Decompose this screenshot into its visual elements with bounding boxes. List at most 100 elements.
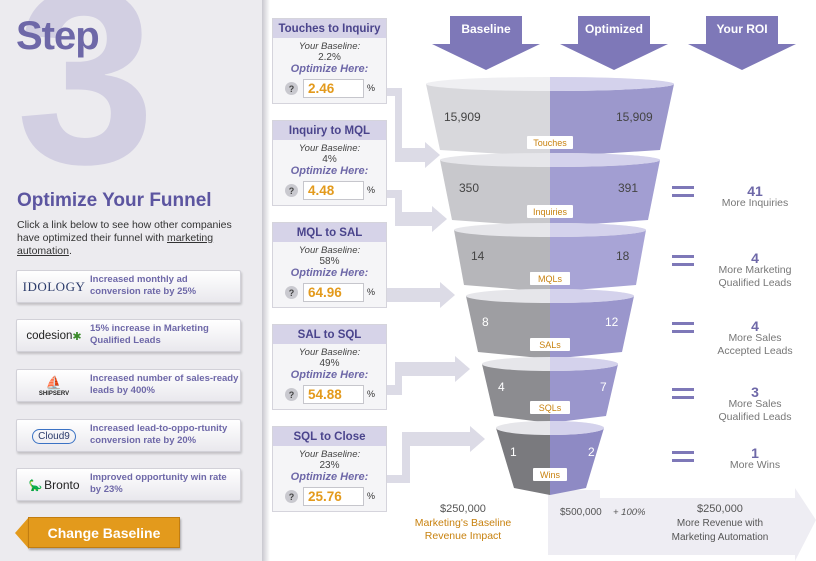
baseline-inquiries: 350 [459,181,480,195]
baseline-value: 4% [322,154,337,165]
funnel-sals-rim-optimized [550,289,634,303]
funnel-wins-rim-optimized [550,421,604,435]
ship-icon: ⛵ [45,375,63,390]
optimize-label: Optimize Here: [290,63,369,75]
roi-label-mqls: More Marketing [718,264,792,276]
optimize-input[interactable]: 2.46 [303,79,364,98]
connector-arrow-icon [387,356,470,395]
baseline-value: 23% [319,460,340,471]
baseline-label: Your Baseline: [298,245,361,256]
funnel-inquiries-rim-optimized [550,153,660,167]
case-study-shipserv[interactable]: ⛵ SHIPSERV Increased number of sales-read… [16,369,241,402]
dinosaur-icon: 🦕 [28,479,43,492]
baseline-sals: 8 [482,315,489,329]
cloud9-logo: Cloud9 [21,423,87,449]
optimize-label: Optimize Here: [290,267,369,279]
roi-label-sqls-2: Qualified Leads [718,411,792,423]
column-optimized: Optimized [584,22,643,36]
percent-unit: % [367,491,376,501]
connector-arrow-icon [387,426,485,483]
optimized-inquiries: 391 [618,181,639,195]
stage-label-sqls: SQLs [530,401,570,414]
funnel-mqls-baseline-segment [454,230,550,292]
more-revenue-amount: $250,000 [697,503,743,515]
revenue-increase-pct: + 100% [613,507,646,518]
funnel-inquiries-baseline-segment [440,160,550,227]
optimize-input[interactable]: 64.96 [303,283,364,302]
column-baseline: Baseline [461,22,511,36]
panel-divider [262,0,270,561]
baseline-label: Your Baseline: [298,143,361,154]
case-study-codesion[interactable]: codesion ✱ 15% increase in Marketing Qual… [16,319,241,352]
optimize-label: Optimize Here: [290,471,369,483]
stage-label-sals: SALs [530,338,570,351]
connector-arrow-icon [387,282,455,308]
stage-label-wins: Wins [533,468,567,481]
optimize-input[interactable]: 4.48 [303,181,364,200]
case-study-bronto[interactable]: 🦕 Bronto Improved opportunity win rate by… [16,468,241,501]
optimized-arrow-icon [560,16,668,70]
case-study-idology[interactable]: IDOLOGY Increased monthly ad conversion … [16,270,241,303]
funnel-touches-baseline-segment [426,84,550,157]
roi-label-mqls-2: Qualified Leads [718,277,792,289]
percent-unit: % [367,389,376,399]
stage-label-mqls: MQLs [530,272,570,285]
more-revenue-label: More Revenue with Marketing Automation [655,517,785,545]
funnel-sals-baseline-segment [466,296,550,359]
funnel-wins-baseline-segment [496,428,550,495]
case-study-cloud9[interactable]: Cloud9 Increased lead-to-oppo-rtunity co… [16,419,241,452]
funnel-inquiries-optimized-segment [550,160,660,227]
roi-value-sals: 4 [751,318,759,334]
equals-icon [672,451,694,463]
help-icon[interactable]: ? [285,286,298,299]
page-title: Optimize Your Funnel [17,190,212,211]
rate-box-touches-to-inquiry: Touches to Inquiry Your Baseline: 2.2% O… [272,18,387,104]
cloud9-logo-text: Cloud9 [38,430,70,442]
help-icon[interactable]: ? [285,388,298,401]
tree-icon: ✱ [72,330,82,343]
help-icon[interactable]: ? [285,184,298,197]
rate-title: MQL to SAL [273,223,386,242]
bronto-logo-text: Bronto [44,478,80,492]
rate-title: Touches to Inquiry [273,19,386,38]
codesion-logo: codesion ✱ [21,323,87,349]
optimize-input[interactable]: 25.76 [303,487,364,506]
optimize-input[interactable]: 54.88 [303,385,364,404]
column-header-arrows [432,16,796,70]
roi-label-sqls: More Sales [728,398,782,410]
baseline-touches: 15,909 [444,110,481,124]
baseline-label: Your Baseline: [298,449,361,460]
shipserv-logo-text: SHIPSERV [38,391,70,397]
roi-label-inquiries: More Inquiries [721,197,789,209]
marketing-automation-link[interactable]: marketing automation [17,232,214,257]
step-label: Step [16,14,100,58]
funnel-sqls-baseline-segment [482,364,550,423]
funnel-touches-optimized-segment [550,84,674,157]
help-icon[interactable]: ? [285,82,298,95]
change-baseline-arrow-icon[interactable] [15,517,29,549]
optimized-touches: 15,909 [616,110,653,124]
baseline-revenue-amount: $250,000 [440,503,486,515]
idology-logo: IDOLOGY [22,279,86,294]
help-icon[interactable]: ? [285,490,298,503]
baseline-revenue-label: Marketing's Baseline Revenue Impact [400,517,526,543]
more-revenue-label-2: Marketing Automation [671,532,769,543]
roi-value-mqls: 4 [751,250,759,266]
case-study-text: 15% increase in Marketing Qualified Lead… [90,323,209,346]
connector-arrows [387,88,485,483]
baseline-label: Your Baseline: [298,41,361,52]
connector-arrow-icon [387,88,440,168]
change-baseline-button[interactable]: Change Baseline [28,517,180,548]
roi-label-sals: More Sales [728,332,782,344]
rate-title: SAL to SQL [273,325,386,344]
optimized-mqls: 18 [616,249,630,263]
rate-box-inquiry-to-mql: Inquiry to MQL Your Baseline: 4% Optimiz… [272,120,387,206]
baseline-arrow-icon [432,16,540,70]
funnel-mqls-rim-optimized [550,223,646,237]
roi-arrow-icon [688,16,796,70]
case-study-text: Increased lead-to-oppo-rtunity conversio… [90,423,228,446]
baseline-value: 2.2% [318,52,341,63]
funnel-mqls-optimized-segment [550,230,646,292]
intro-body: Click a link below to see how other comp… [17,219,232,244]
